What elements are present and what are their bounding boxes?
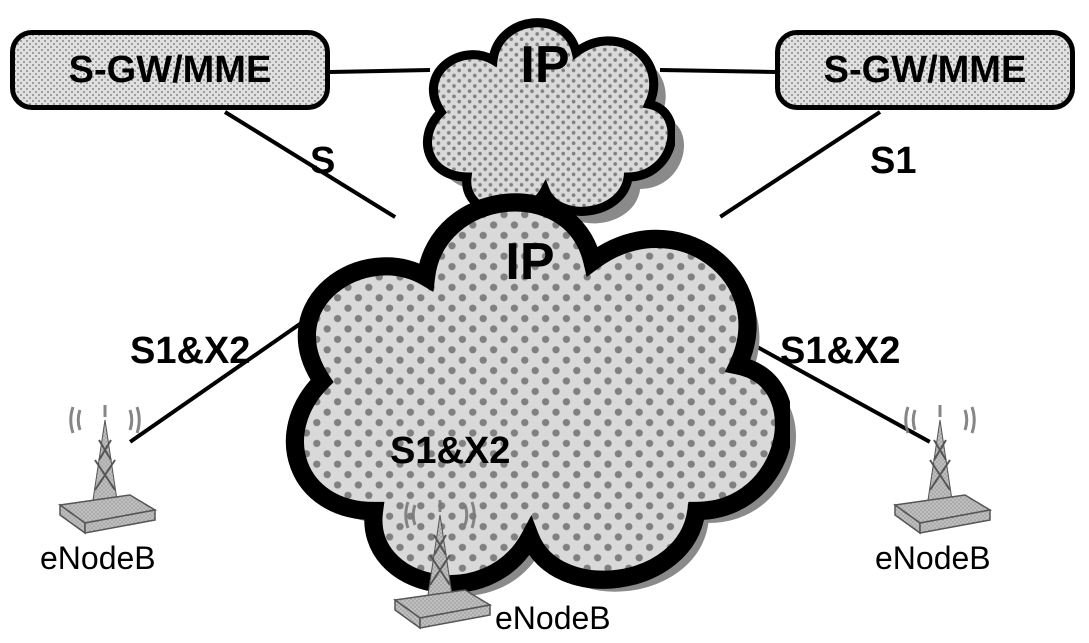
sgw-mme-label: S-GW/MME <box>824 49 1027 92</box>
edge-label: S1&X2 <box>780 330 900 373</box>
enodeb-right-label: eNodeB <box>875 540 991 577</box>
edge-label: S1&X2 <box>390 430 510 473</box>
edge-label: S1 <box>870 140 916 183</box>
edge-label: S <box>310 140 335 183</box>
sgw-mme-label: S-GW/MME <box>69 49 272 92</box>
enodeb-left-label: eNodeB <box>40 540 156 577</box>
enodeb-center <box>380 500 500 630</box>
enodeb-left <box>45 405 165 535</box>
enodeb-center-label: eNodeB <box>495 600 611 637</box>
ip-cloud-top: IP <box>415 0 675 135</box>
sgw-mme-left: S-GW/MME <box>10 30 330 110</box>
ip-cloud-bottom: IP <box>270 147 790 377</box>
cloud-label: IP <box>270 147 790 377</box>
cloud-label: IP <box>415 0 675 135</box>
enodeb-right <box>880 405 1000 535</box>
edge-label: S1&X2 <box>130 330 250 373</box>
sgw-mme-right: S-GW/MME <box>775 30 1075 110</box>
